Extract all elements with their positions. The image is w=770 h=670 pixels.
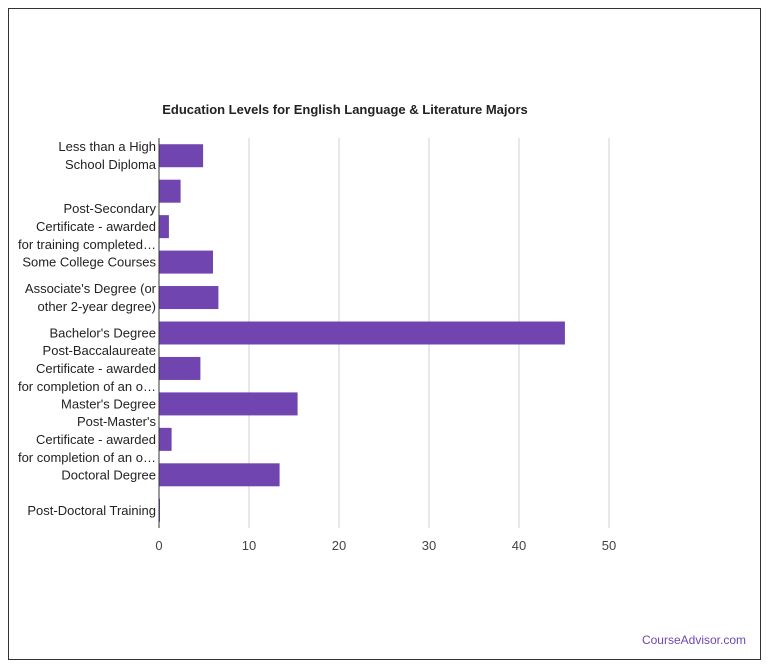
bar xyxy=(159,427,172,451)
y-category-label: Post-Master's Certificate - awarded for co… xyxy=(18,414,157,465)
x-tick-label: 40 xyxy=(512,538,526,553)
bar xyxy=(159,144,204,168)
bar xyxy=(159,356,201,380)
y-category-label: Post-Doctoral Training xyxy=(27,503,156,518)
bar-chart: Education Levels for English Language & … xyxy=(18,102,616,553)
chart-title: Education Levels for English Language & … xyxy=(162,102,528,117)
bar xyxy=(159,286,219,310)
bar xyxy=(159,463,280,487)
bar xyxy=(159,250,213,274)
y-category-label: Post-Secondary Certificate - awarded for t… xyxy=(18,201,157,252)
x-tick-label: 10 xyxy=(242,538,256,553)
bar xyxy=(159,392,298,416)
x-tick-label: 0 xyxy=(155,538,162,553)
x-tick-label: 20 xyxy=(332,538,346,553)
y-category-label: Bachelor's Degree xyxy=(49,326,156,341)
bar xyxy=(159,215,169,239)
y-category-label: Master's Degree xyxy=(61,396,156,411)
chart-frame: Education Levels for English Language & … xyxy=(8,8,761,660)
y-category-label: Some College Courses xyxy=(22,255,156,270)
y-category-label: Associate's Degree (or other 2-year degre… xyxy=(25,281,157,314)
x-tick-label: 30 xyxy=(422,538,436,553)
source-credit-link[interactable]: CourseAdvisor.com xyxy=(641,633,746,647)
y-category-label: Doctoral Degree xyxy=(61,467,156,482)
y-category-label: Post-Baccalaureate Certificate - awarded f… xyxy=(18,343,156,394)
bar xyxy=(159,179,181,203)
y-category-label: Less than a High School Diploma xyxy=(58,139,156,172)
x-tick-label: 50 xyxy=(602,538,616,553)
bar xyxy=(159,321,565,345)
